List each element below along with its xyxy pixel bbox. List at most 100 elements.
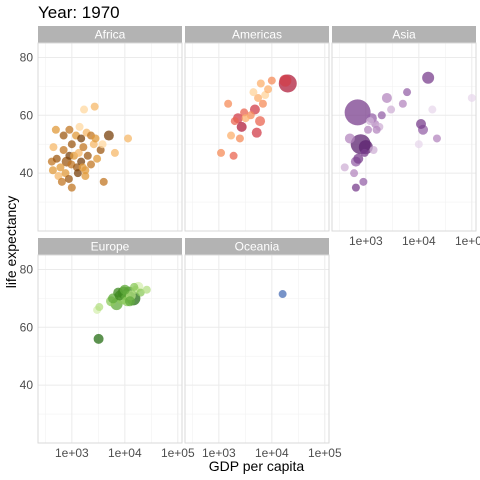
data-point-africa xyxy=(81,172,90,181)
data-point-africa xyxy=(59,146,68,155)
data-point-africa xyxy=(75,122,84,131)
x-tick-label: 1e+04 xyxy=(402,234,436,248)
facet-label-asia: Asia xyxy=(392,28,416,42)
data-point-americas xyxy=(236,121,247,132)
data-point-americas xyxy=(227,131,236,140)
facet-africa: Africa 40 60 80 xyxy=(20,26,183,232)
data-point-africa xyxy=(98,140,107,149)
data-point-asia xyxy=(381,92,392,103)
data-point-americas xyxy=(255,116,266,127)
data-point-africa xyxy=(67,183,76,192)
data-point-africa xyxy=(73,169,82,178)
data-point-africa xyxy=(64,174,73,183)
x-tick-label: 1e+04 xyxy=(108,446,142,460)
data-point-africa xyxy=(49,143,58,152)
data-point-americas xyxy=(235,134,244,143)
data-point-americas xyxy=(258,99,267,108)
data-point-americas xyxy=(264,85,273,94)
data-point-africa xyxy=(54,172,63,181)
data-point-asia xyxy=(377,111,386,120)
x-tick-label: 1e+03 xyxy=(349,234,383,248)
y-tick-label: 60 xyxy=(20,320,34,334)
data-point-europe xyxy=(136,288,145,297)
facet-strip-asia xyxy=(332,26,476,43)
x-axis-title: GDP per capita xyxy=(209,458,305,474)
data-point-europe xyxy=(95,303,104,312)
data-point-europe xyxy=(142,285,151,294)
facet-label-americas: Americas xyxy=(232,28,282,42)
data-point-americas xyxy=(230,117,239,126)
data-point-asia xyxy=(344,99,371,126)
data-point-asia xyxy=(344,133,355,144)
x-tick-label: 1e+03 xyxy=(55,446,89,460)
y-axis-title: life expectancy xyxy=(3,196,19,289)
data-point-europe xyxy=(119,284,130,295)
facet-label-europe: Europe xyxy=(91,240,130,254)
data-point-africa xyxy=(110,148,119,157)
y-tick-label: 60 xyxy=(20,108,34,122)
x-tick-label: 1e+05 xyxy=(308,446,342,460)
data-point-asia xyxy=(353,153,364,164)
y-tick-label: 80 xyxy=(20,50,34,64)
data-point-asia xyxy=(340,163,349,172)
data-point-americas xyxy=(254,93,263,102)
panel-border xyxy=(184,254,330,444)
data-point-asia xyxy=(403,88,412,97)
data-point-americas xyxy=(224,99,233,108)
x-tick-label: 1e+05 xyxy=(455,234,480,248)
y-tick-label: 80 xyxy=(20,262,34,276)
data-point-africa xyxy=(83,151,92,160)
data-point-americas xyxy=(256,79,265,88)
data-point-africa xyxy=(52,154,61,163)
data-point-asia xyxy=(398,99,407,108)
data-point-americas xyxy=(249,88,258,97)
data-point-africa xyxy=(103,130,114,141)
data-point-asia xyxy=(416,118,427,129)
facet-label-africa: Africa xyxy=(95,28,126,42)
data-point-africa xyxy=(93,154,102,163)
data-point-africa xyxy=(99,177,108,186)
facet-oceania: Oceania 1e+03 1e+04 1e+05 xyxy=(184,238,342,460)
data-point-africa xyxy=(91,134,100,143)
data-point-africa xyxy=(90,102,99,111)
data-point-oceania xyxy=(278,290,287,299)
data-point-asia xyxy=(387,105,396,114)
data-point-africa xyxy=(74,148,83,157)
x-tick-label: 1e+03 xyxy=(202,446,236,460)
data-point-africa xyxy=(67,140,76,149)
y-tick-label: 40 xyxy=(20,378,34,392)
data-point-asia xyxy=(366,117,375,126)
data-point-europe xyxy=(93,333,104,344)
data-point-africa xyxy=(56,163,65,172)
data-point-americas xyxy=(251,127,262,138)
data-point-asia xyxy=(359,177,368,186)
data-point-africa xyxy=(48,166,57,175)
facet-americas: Americas xyxy=(184,26,330,232)
data-point-europe xyxy=(130,282,139,291)
panel-border xyxy=(37,42,183,232)
facet-strip-americas xyxy=(185,26,329,43)
data-point-asia xyxy=(369,146,378,155)
data-point-asia xyxy=(414,140,423,149)
data-point-africa xyxy=(65,125,74,134)
data-point-africa xyxy=(86,160,95,169)
data-point-africa xyxy=(59,131,68,140)
data-point-asia xyxy=(372,125,381,134)
data-point-africa xyxy=(79,143,88,152)
data-point-africa xyxy=(78,163,87,172)
x-tick-label: 1e+04 xyxy=(255,446,289,460)
data-point-africa xyxy=(80,105,89,114)
facet-asia: Asia 1e+03 1e+04 1e+05 xyxy=(331,26,480,248)
data-point-africa xyxy=(77,134,86,143)
facet-label-oceania: Oceania xyxy=(235,240,280,254)
data-point-asia xyxy=(351,183,360,192)
chart-title: Year: 1970 xyxy=(38,3,120,22)
facet-strip-oceania xyxy=(185,238,329,255)
data-point-africa xyxy=(61,169,70,178)
data-point-africa xyxy=(57,177,66,186)
panel-border xyxy=(37,254,183,444)
data-point-americas xyxy=(217,148,226,157)
panel-border xyxy=(331,42,477,232)
data-point-americas xyxy=(229,151,238,160)
